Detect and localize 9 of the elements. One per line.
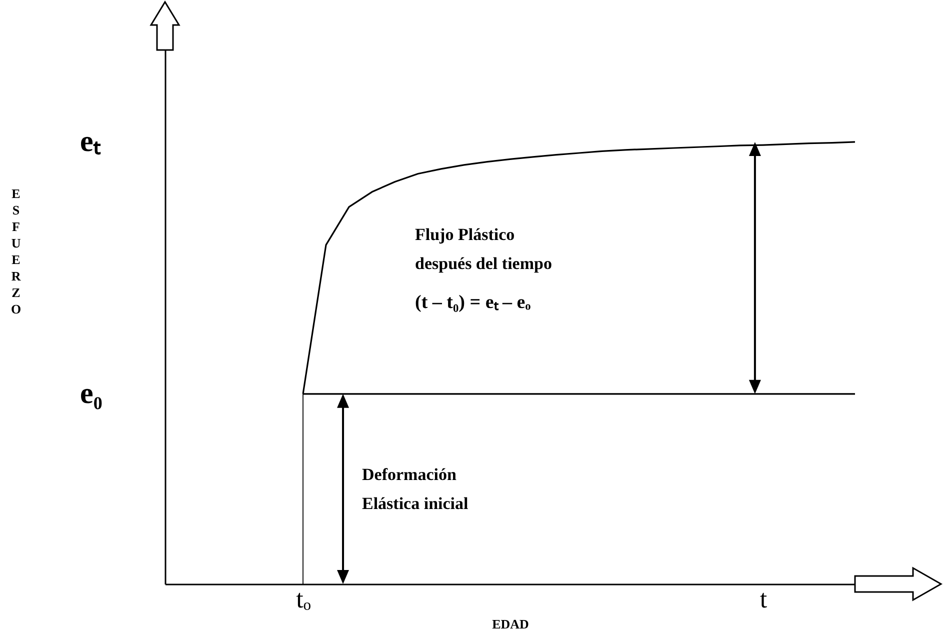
- annotation: (t – t₀) = eₜ – eₒ: [415, 292, 532, 313]
- x-axis-title: EDAD: [492, 616, 529, 632]
- x-tick-label: tₒ: [296, 584, 312, 614]
- annotation: Flujo Plástico después del tiempo: [415, 225, 552, 273]
- text: ESFUERZO: [10, 186, 22, 316]
- text: e₀: [80, 377, 102, 410]
- annotation: Deformación Elástica inicial: [362, 465, 469, 513]
- x-tick-label: t: [760, 584, 768, 614]
- text: eₜ: [80, 125, 102, 158]
